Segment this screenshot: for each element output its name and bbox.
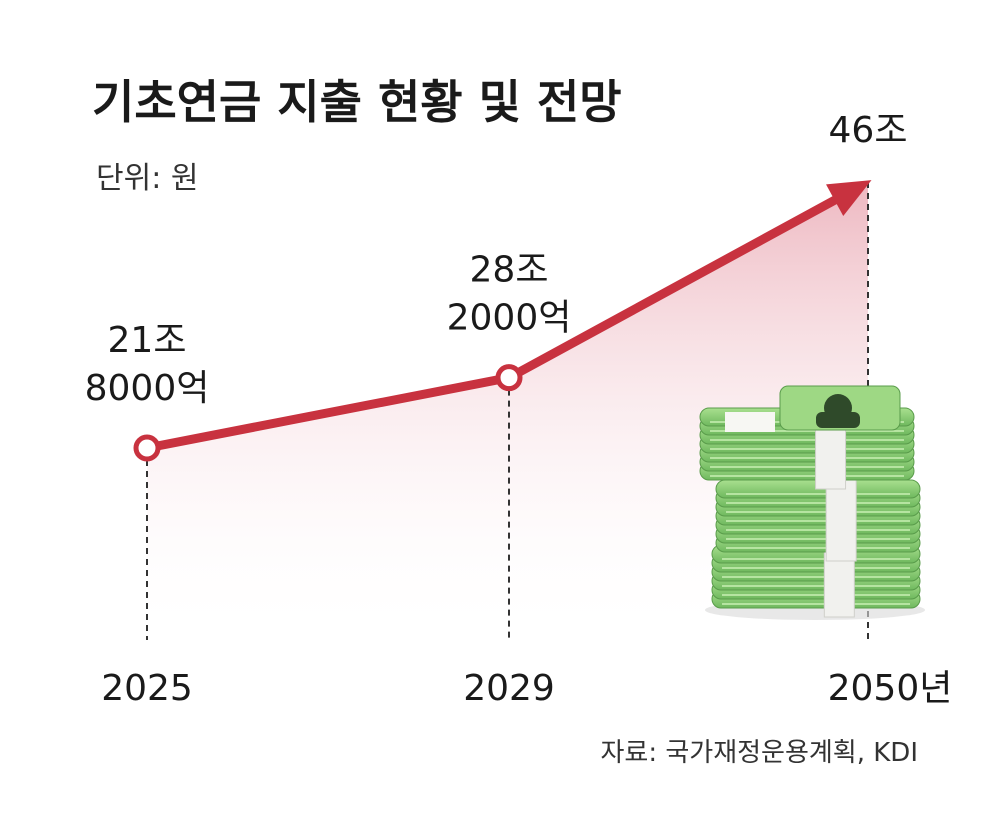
unit-label: 단위: 원 bbox=[96, 161, 198, 196]
data-label-0-1: 8000억 bbox=[85, 368, 210, 409]
money-stack-icon bbox=[699, 385, 925, 620]
data-label-1-0: 28조 bbox=[470, 250, 549, 291]
arrowhead-icon bbox=[826, 180, 872, 216]
chart-title: 기초연금 지출 현황 및 전망 bbox=[92, 75, 622, 129]
source-note: 자료: 국가재정운용계획, KDI bbox=[601, 738, 919, 768]
data-label-0-0: 21조 bbox=[108, 320, 187, 361]
x-tick-label-0: 2025 bbox=[101, 668, 193, 709]
x-tick-label-2: 2050년 bbox=[828, 668, 953, 709]
data-label-1-1: 2000억 bbox=[447, 298, 572, 339]
data-label-2-0: 46조 bbox=[829, 110, 908, 151]
x-tick-label-1: 2029 bbox=[463, 668, 555, 709]
data-point-1 bbox=[495, 364, 523, 392]
data-point-0 bbox=[133, 434, 161, 462]
area-fill bbox=[147, 182, 868, 640]
